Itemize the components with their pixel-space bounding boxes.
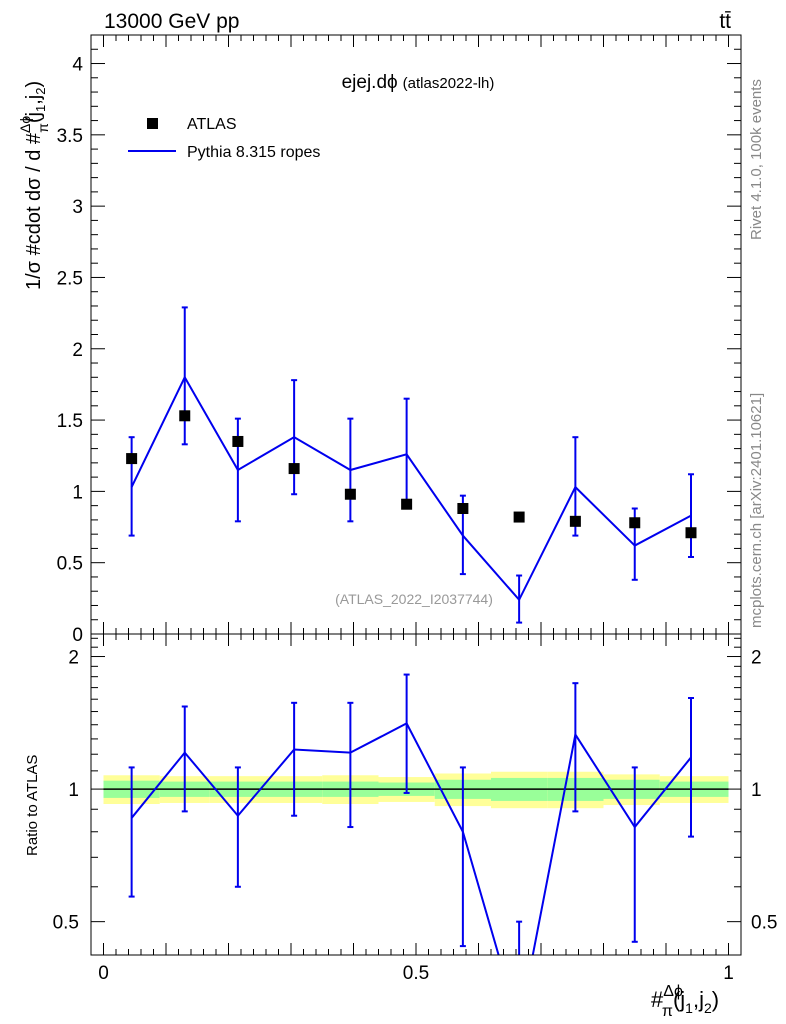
main-y-tick-label: 1.5 [57,411,83,432]
ratio-y-tick-label: 2 [68,648,79,669]
analysis-watermark: (ATLAS_2022_I2037744) [335,591,493,607]
main-y-axis-label: 1/σ #cdot dσ / d #Δϕ π(j1,j2) [17,81,51,290]
ylabel-frac-num: Δϕ [17,116,33,133]
main-y-tick-label: 0 [72,625,83,646]
x-axis-label: #Δϕ π(j1,j2) [651,983,719,1020]
x-tick-label: 1 [723,963,734,984]
xlabel-prefix: # [651,987,664,1012]
ylabel-close: ) [23,81,45,88]
main-y-tick-label: 3 [72,197,83,218]
xlabel-frac-den: π [662,1003,673,1020]
ratio-y-tick-label: 1 [68,780,79,801]
xlabel-sub2: 2 [704,1000,712,1016]
xlabel-args: (j [673,987,685,1012]
atlas-data-point [232,435,244,447]
ylabel-sub1: 1 [33,105,48,112]
process-label: 13000 GeV pp [104,10,239,33]
atlas-data-point [179,410,191,422]
channel-label: tt̄ [719,10,731,33]
atlas-data-point [569,515,581,527]
ratio-y-tick-label-right: 2 [751,648,762,669]
atlas-data-point [401,498,413,510]
plot-title: ejej.dϕ (atlas2022-lh) [342,72,495,93]
x-tick-label: 0 [98,963,109,984]
ylabel-main: 1/σ #cdot dσ / d # [23,132,45,290]
rivet-version-label: Rivet 4.1.0, 100k events [748,79,765,240]
main-y-tick-label: 3.5 [57,126,83,147]
main-y-tick-label: 1 [72,482,83,503]
ratio-y-tick-label: 0.5 [53,913,79,934]
ratio-panel: 0.5 0.51 12 20 0.5 1 Ratio to ATLAS #Δϕ π(j1,j… [24,633,777,1020]
xlabel-sub1: 1 [685,1000,693,1016]
legend-atlas-label: ATLAS [187,116,237,133]
main-y-tick-label: 0.5 [57,554,83,575]
xlabel-comma: ,j [693,987,704,1012]
main-y-tick-label: 4 [72,55,83,76]
ratio-y-tick-label-right: 1 [751,780,762,801]
ylabel-comma: ,j [23,95,45,105]
atlas-data-point [344,488,356,500]
x-tick-label: 0.5 [403,963,429,984]
plot-title-text: ejej.dϕ [342,72,398,93]
atlas-data-point [629,517,641,529]
xlabel-frac-num: Δϕ [663,983,683,1000]
ylabel-args: (j [23,112,45,123]
ylabel-frac-den: π [35,123,51,133]
atlas-data-point [126,453,138,465]
legend-atlas-marker [147,118,158,129]
main-y-tick-label: 2.5 [57,268,83,289]
ratio-y-tick-label-right: 0.5 [751,913,777,934]
plot-title-note: (atlas2022-lh) [403,75,495,92]
ylabel-sub2: 2 [33,88,48,95]
atlas-data-point [457,502,469,514]
atlas-data-point [685,527,697,539]
source-label: mcplots.cern.ch [arXiv:2401.10621] [748,393,765,628]
ratio-y-axis-label: Ratio to ATLAS [24,755,41,856]
atlas-data-point [513,511,525,523]
legend: ATLAS Pythia 8.315 ropes [128,116,320,161]
atlas-data-point [288,463,300,475]
xlabel-close: ) [712,987,719,1012]
legend-mc-label: Pythia 8.315 ropes [187,144,320,161]
main-y-tick-label: 2 [72,340,83,361]
